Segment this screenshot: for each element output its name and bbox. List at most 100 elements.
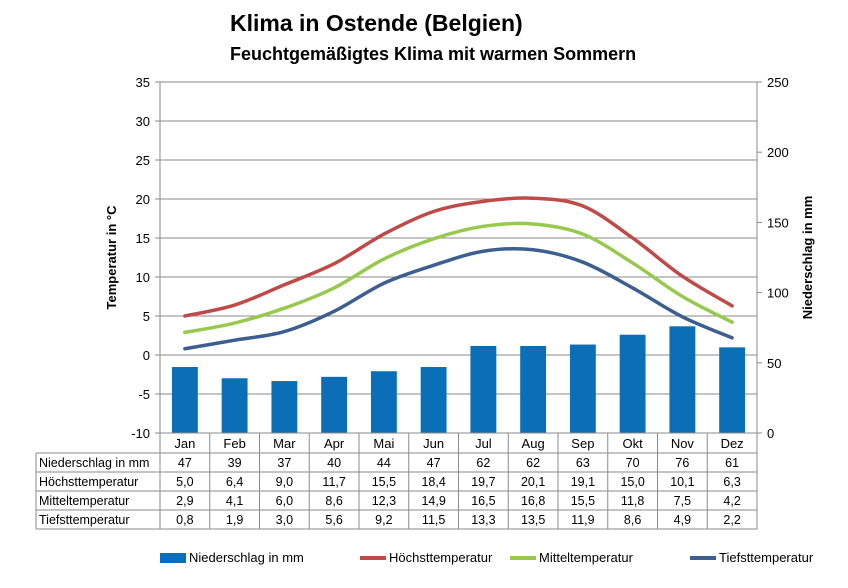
table-cell: 13,5 — [521, 513, 545, 527]
table-cell: 8,6 — [624, 513, 641, 527]
y-left-tick-label: 5 — [143, 309, 150, 324]
table-cell: 6,0 — [276, 494, 293, 508]
table-cell: 47 — [178, 456, 192, 470]
table-cell: 9,2 — [375, 513, 392, 527]
table-cell: 4,1 — [226, 494, 243, 508]
legend-swatch — [690, 555, 716, 560]
table-cell: 19,1 — [571, 475, 595, 489]
table-cell: 2,2 — [723, 513, 740, 527]
table-cell: 19,7 — [471, 475, 495, 489]
x-category-label: Jun — [423, 436, 444, 451]
table-cell: 62 — [526, 456, 540, 470]
table-cell: 61 — [725, 456, 739, 470]
table-cell: 11,5 — [422, 513, 445, 527]
table-cell: 0,8 — [176, 513, 193, 527]
legend-swatch — [160, 552, 186, 563]
y-left-tick-label: -10 — [131, 426, 150, 441]
table-cell: 8,6 — [325, 494, 342, 508]
table-cell: 4,2 — [723, 494, 740, 508]
table-row-label: Tiefsttemperatur — [39, 513, 130, 527]
y-right-tick-label: 50 — [767, 356, 781, 371]
y-right-tick-label: 250 — [767, 75, 789, 90]
precipitation-bar — [520, 345, 547, 433]
y-left-tick-label: 25 — [136, 153, 150, 168]
x-category-label: Mar — [273, 436, 296, 451]
table-cell: 20,1 — [521, 475, 545, 489]
table-cell: 11,7 — [322, 475, 345, 489]
x-category-label: Jan — [174, 436, 195, 451]
x-category-label: Jul — [475, 436, 492, 451]
y-right-axis-label: Niederschlag in mm — [800, 196, 815, 320]
x-category-label: Feb — [223, 436, 245, 451]
table-cell: 3,0 — [276, 513, 293, 527]
x-category-label: Dez — [721, 436, 744, 451]
mean-temperature-line — [183, 221, 734, 335]
chart-title: Klima in Ostende (Belgien) — [230, 10, 523, 36]
min-temperature-line — [183, 246, 734, 351]
table-cell: 15,5 — [571, 494, 595, 508]
table-cell: 12,3 — [372, 494, 396, 508]
y-right-tick-label: 150 — [767, 215, 789, 230]
table-cell: 47 — [427, 456, 441, 470]
legend-item: Höchsttemperatur — [360, 550, 492, 565]
precipitation-bar — [221, 378, 248, 433]
table-cell: 5,6 — [325, 513, 342, 527]
table-cell: 16,5 — [471, 494, 495, 508]
legend-item: Mitteltemperatur — [510, 550, 633, 565]
legend-item: Niederschlag in mm — [160, 550, 304, 565]
precipitation-bar — [271, 381, 298, 433]
table-cell: 70 — [626, 456, 640, 470]
table-cell: 18,4 — [421, 475, 445, 489]
y-left-tick-label: -5 — [138, 387, 150, 402]
legend-label: Mitteltemperatur — [539, 550, 633, 565]
precipitation-bar — [370, 371, 397, 433]
table-cell: 6,4 — [226, 475, 243, 489]
precipitation-bar — [470, 345, 497, 433]
legend-label: Höchsttemperatur — [389, 550, 493, 565]
precipitation-bar — [569, 344, 596, 433]
y-left-tick-label: 15 — [136, 231, 150, 246]
y-left-tick-label: 20 — [136, 192, 150, 207]
legend-label: Tiefsttemperatur — [719, 550, 814, 565]
table-cell: 1,9 — [226, 513, 243, 527]
table-cell: 39 — [228, 456, 242, 470]
x-category-label: Apr — [324, 436, 345, 451]
table-row-label: Mitteltemperatur — [39, 494, 129, 508]
precipitation-bar — [171, 367, 198, 433]
chart-legend: Niederschlag in mm Höchsttemperatur Mittel… — [160, 550, 813, 570]
table-cell: 2,9 — [176, 494, 193, 508]
y-left-tick-label: 10 — [136, 270, 150, 285]
table-cell: 10,1 — [670, 475, 694, 489]
table-cell: 4,9 — [674, 513, 691, 527]
y-right-tick-label: 0 — [767, 426, 774, 441]
chart-subtitle: Feuchtgemäßigtes Klima mit warmen Sommer… — [230, 44, 637, 64]
y-left-tick-label: 0 — [143, 348, 150, 363]
table-cell: 62 — [476, 456, 490, 470]
table-cell: 15,5 — [372, 475, 396, 489]
legend-swatch — [510, 555, 536, 560]
table-cell: 11,9 — [571, 513, 594, 527]
precipitation-bar — [719, 347, 746, 433]
legend-item: Tiefsttemperatur — [690, 550, 813, 565]
table-cell: 14,9 — [421, 494, 445, 508]
table-cell: 9,0 — [276, 475, 293, 489]
precipitation-bar — [669, 326, 696, 433]
legend-swatch — [360, 555, 386, 560]
x-category-label: Okt — [623, 436, 644, 451]
table-cell: 40 — [327, 456, 341, 470]
table-cell: 6,3 — [723, 475, 740, 489]
table-cell: 13,3 — [471, 513, 495, 527]
table-cell: 44 — [377, 456, 391, 470]
x-category-label: Nov — [671, 436, 695, 451]
y-right-tick-label: 100 — [767, 286, 789, 301]
precipitation-bar — [321, 376, 348, 433]
x-category-label: Mai — [373, 436, 394, 451]
y-left-axis-label: Temperatur in °C — [104, 205, 119, 310]
table-cell: 7,5 — [674, 494, 691, 508]
precipitation-bar — [420, 367, 447, 433]
table-cell: 37 — [277, 456, 291, 470]
table-cell: 15,0 — [620, 475, 644, 489]
table-row-label: Höchsttemperatur — [39, 475, 138, 489]
y-left-tick-label: 35 — [136, 75, 150, 90]
